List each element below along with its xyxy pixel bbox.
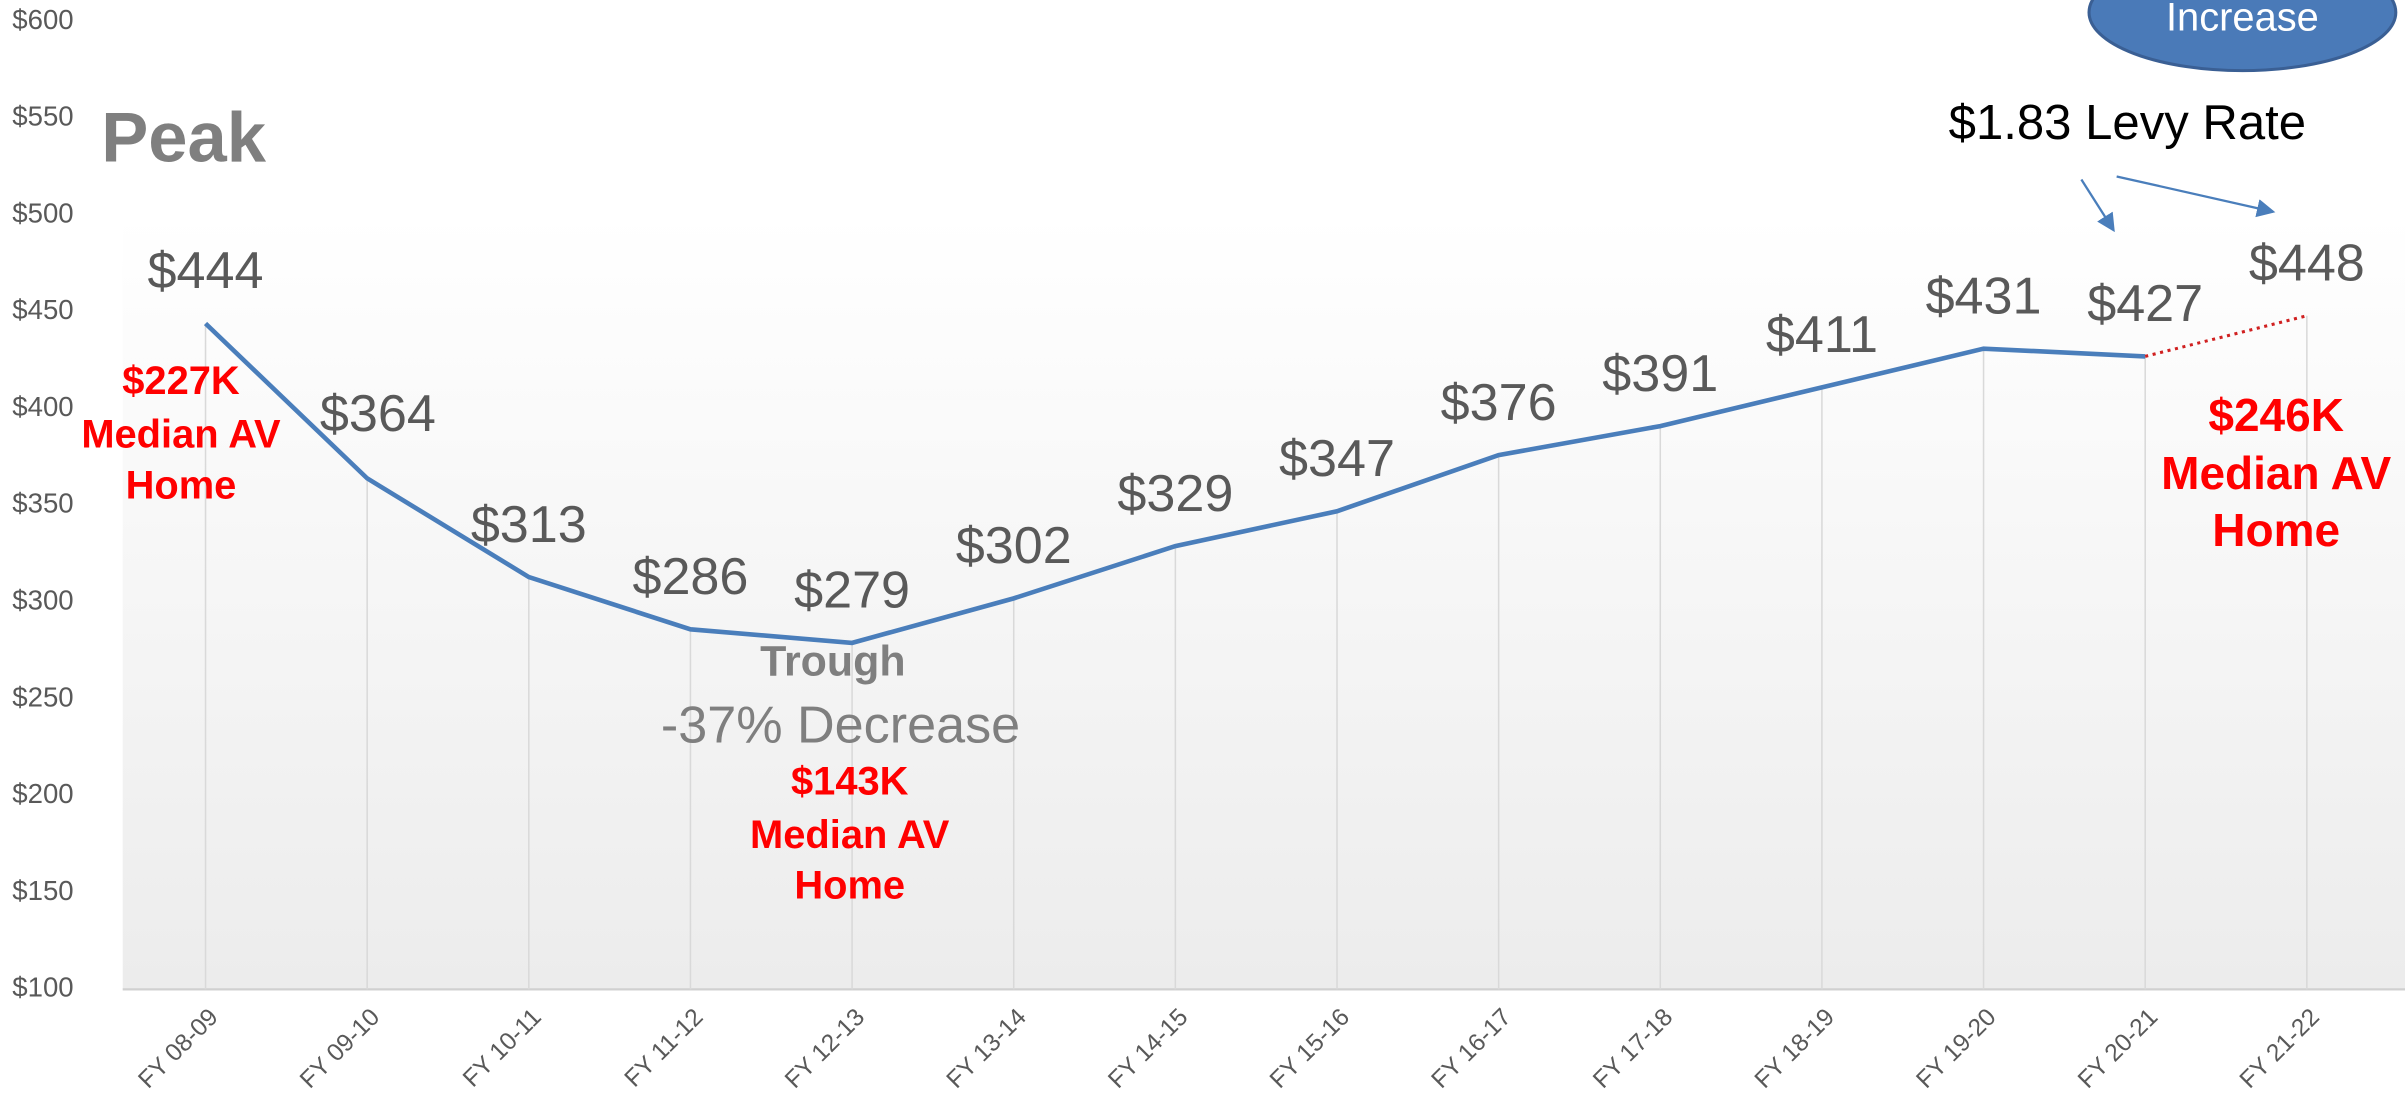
y-tick-label: $350 [12, 488, 73, 519]
line [203, 321, 2146, 646]
x-tick-label: FY 10-11 [458, 1004, 547, 1093]
value-label: $313 [471, 496, 587, 554]
arrow [2080, 178, 2115, 233]
value-label: $364 [320, 385, 436, 443]
projection-line [2144, 314, 2308, 358]
x-tick-label: FY 13-14 [942, 1004, 1032, 1094]
value-label: $411 [1766, 306, 1878, 364]
x-tick-label: FY 11-12 [620, 1004, 709, 1093]
annotation: Increase [2166, 0, 2319, 40]
x-tick-label: FY 19-20 [1911, 1004, 2001, 1094]
annotation: $143K [791, 759, 909, 803]
y-tick-label: $450 [12, 294, 73, 325]
y-tick-label: $250 [12, 681, 73, 712]
y-tick-label: $300 [12, 585, 73, 616]
y-tick-label: $600 [12, 4, 73, 35]
y-tick-label: $200 [12, 778, 73, 809]
x-tick-label: FY 20-21 [2073, 1004, 2163, 1094]
y-tick-label: $550 [12, 101, 73, 132]
annotation: $227K [122, 359, 240, 403]
x-tick-label: FY 09-10 [295, 1004, 385, 1094]
value-label: $279 [794, 562, 910, 620]
value-label: $431 [1926, 267, 2042, 325]
value-label: $347 [1279, 430, 1395, 488]
x-tick-label: FY 21-22 [2235, 1004, 2325, 1094]
annotation: $246K [2208, 389, 2344, 441]
x-tick-label: FY 17-18 [1588, 1004, 1678, 1094]
value-label: $427 [2087, 275, 2203, 333]
y-tick-label: $150 [12, 875, 73, 906]
annotation: Median AV [750, 813, 950, 857]
value-label: $376 [1441, 374, 1557, 432]
y-tick-label: $100 [12, 972, 73, 1003]
annotation: Home [794, 864, 905, 908]
x-tick-label: FY 18-19 [1750, 1004, 1840, 1094]
x-tick-label: FY 08-09 [133, 1004, 223, 1094]
annotation: Peak [101, 97, 267, 176]
arrow [2116, 175, 2276, 218]
value-label: $444 [148, 242, 264, 300]
y-tick-label: $400 [12, 391, 73, 422]
y-tick-label: $500 [12, 197, 73, 228]
annotation: Home [2212, 504, 2340, 556]
value-label: $286 [632, 548, 748, 606]
increase-badge [2087, 0, 2398, 73]
annotation: Median AV [81, 413, 281, 457]
x-tick-label: FY 12-13 [780, 1004, 870, 1094]
annotation: -37% Decrease [661, 696, 1020, 754]
value-label: $302 [956, 517, 1072, 575]
x-tick-label: FY 14-15 [1103, 1004, 1193, 1094]
annotation: Median AV [2161, 447, 2391, 499]
x-tick-label: FY 15-16 [1265, 1004, 1355, 1094]
value-label: $329 [1117, 465, 1233, 523]
x-tick-label: FY 16-17 [1427, 1004, 1517, 1094]
value-label: $448 [2249, 234, 2365, 292]
plot-background [122, 21, 2405, 990]
annotation: Trough [760, 638, 905, 686]
value-label: $391 [1602, 345, 1718, 403]
annotation: Home [126, 463, 237, 507]
annotation: $1.83 Levy Rate [1949, 96, 2306, 150]
